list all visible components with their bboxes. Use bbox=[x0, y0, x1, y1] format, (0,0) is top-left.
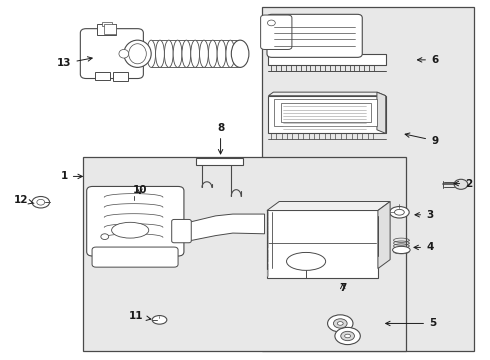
Ellipse shape bbox=[124, 40, 151, 67]
Ellipse shape bbox=[129, 44, 147, 64]
Text: 4: 4 bbox=[414, 242, 433, 252]
Polygon shape bbox=[377, 92, 386, 134]
Text: 9: 9 bbox=[405, 133, 438, 145]
FancyBboxPatch shape bbox=[269, 54, 386, 64]
FancyBboxPatch shape bbox=[113, 72, 128, 81]
Ellipse shape bbox=[32, 197, 49, 208]
FancyBboxPatch shape bbox=[92, 247, 178, 267]
FancyBboxPatch shape bbox=[261, 15, 292, 49]
Ellipse shape bbox=[394, 210, 404, 215]
Ellipse shape bbox=[335, 327, 360, 345]
FancyBboxPatch shape bbox=[262, 7, 474, 351]
FancyBboxPatch shape bbox=[196, 158, 243, 165]
Ellipse shape bbox=[268, 20, 275, 26]
Text: 3: 3 bbox=[415, 210, 433, 220]
Text: 11: 11 bbox=[129, 311, 151, 321]
FancyBboxPatch shape bbox=[87, 186, 184, 256]
Ellipse shape bbox=[112, 222, 149, 238]
Text: 2: 2 bbox=[454, 179, 472, 189]
Polygon shape bbox=[378, 202, 390, 269]
Ellipse shape bbox=[392, 246, 410, 253]
Ellipse shape bbox=[454, 179, 468, 189]
Ellipse shape bbox=[390, 207, 409, 218]
Ellipse shape bbox=[147, 40, 156, 67]
Ellipse shape bbox=[231, 40, 249, 67]
Polygon shape bbox=[269, 92, 386, 96]
Text: 12: 12 bbox=[14, 195, 34, 205]
Ellipse shape bbox=[191, 40, 199, 67]
Text: 5: 5 bbox=[386, 319, 436, 328]
Ellipse shape bbox=[337, 321, 343, 325]
FancyBboxPatch shape bbox=[102, 22, 112, 26]
Ellipse shape bbox=[37, 199, 45, 205]
FancyBboxPatch shape bbox=[172, 220, 191, 243]
Text: 10: 10 bbox=[133, 185, 147, 195]
Ellipse shape bbox=[328, 315, 353, 332]
FancyBboxPatch shape bbox=[95, 72, 110, 80]
Ellipse shape bbox=[199, 40, 208, 67]
Polygon shape bbox=[267, 202, 390, 211]
Ellipse shape bbox=[156, 40, 164, 67]
FancyBboxPatch shape bbox=[104, 24, 117, 34]
Ellipse shape bbox=[341, 331, 354, 341]
Ellipse shape bbox=[101, 234, 109, 239]
Text: 1: 1 bbox=[61, 171, 82, 181]
Ellipse shape bbox=[173, 40, 182, 67]
Text: 7: 7 bbox=[339, 283, 346, 293]
Ellipse shape bbox=[119, 49, 129, 58]
FancyBboxPatch shape bbox=[0, 1, 83, 157]
Ellipse shape bbox=[152, 316, 167, 324]
FancyBboxPatch shape bbox=[267, 14, 362, 57]
Ellipse shape bbox=[287, 252, 326, 270]
Ellipse shape bbox=[164, 40, 173, 67]
Text: 8: 8 bbox=[217, 123, 224, 154]
Text: 13: 13 bbox=[57, 57, 92, 68]
FancyBboxPatch shape bbox=[267, 211, 378, 278]
FancyBboxPatch shape bbox=[83, 157, 406, 351]
Ellipse shape bbox=[208, 40, 217, 67]
FancyBboxPatch shape bbox=[281, 103, 370, 122]
Ellipse shape bbox=[217, 40, 226, 67]
Ellipse shape bbox=[333, 319, 347, 328]
Polygon shape bbox=[189, 214, 265, 241]
FancyBboxPatch shape bbox=[269, 96, 386, 134]
Ellipse shape bbox=[344, 334, 350, 338]
FancyBboxPatch shape bbox=[98, 24, 116, 36]
Ellipse shape bbox=[182, 40, 191, 67]
Text: 6: 6 bbox=[417, 55, 438, 65]
FancyBboxPatch shape bbox=[80, 29, 144, 78]
Ellipse shape bbox=[226, 40, 235, 67]
FancyBboxPatch shape bbox=[274, 99, 377, 126]
